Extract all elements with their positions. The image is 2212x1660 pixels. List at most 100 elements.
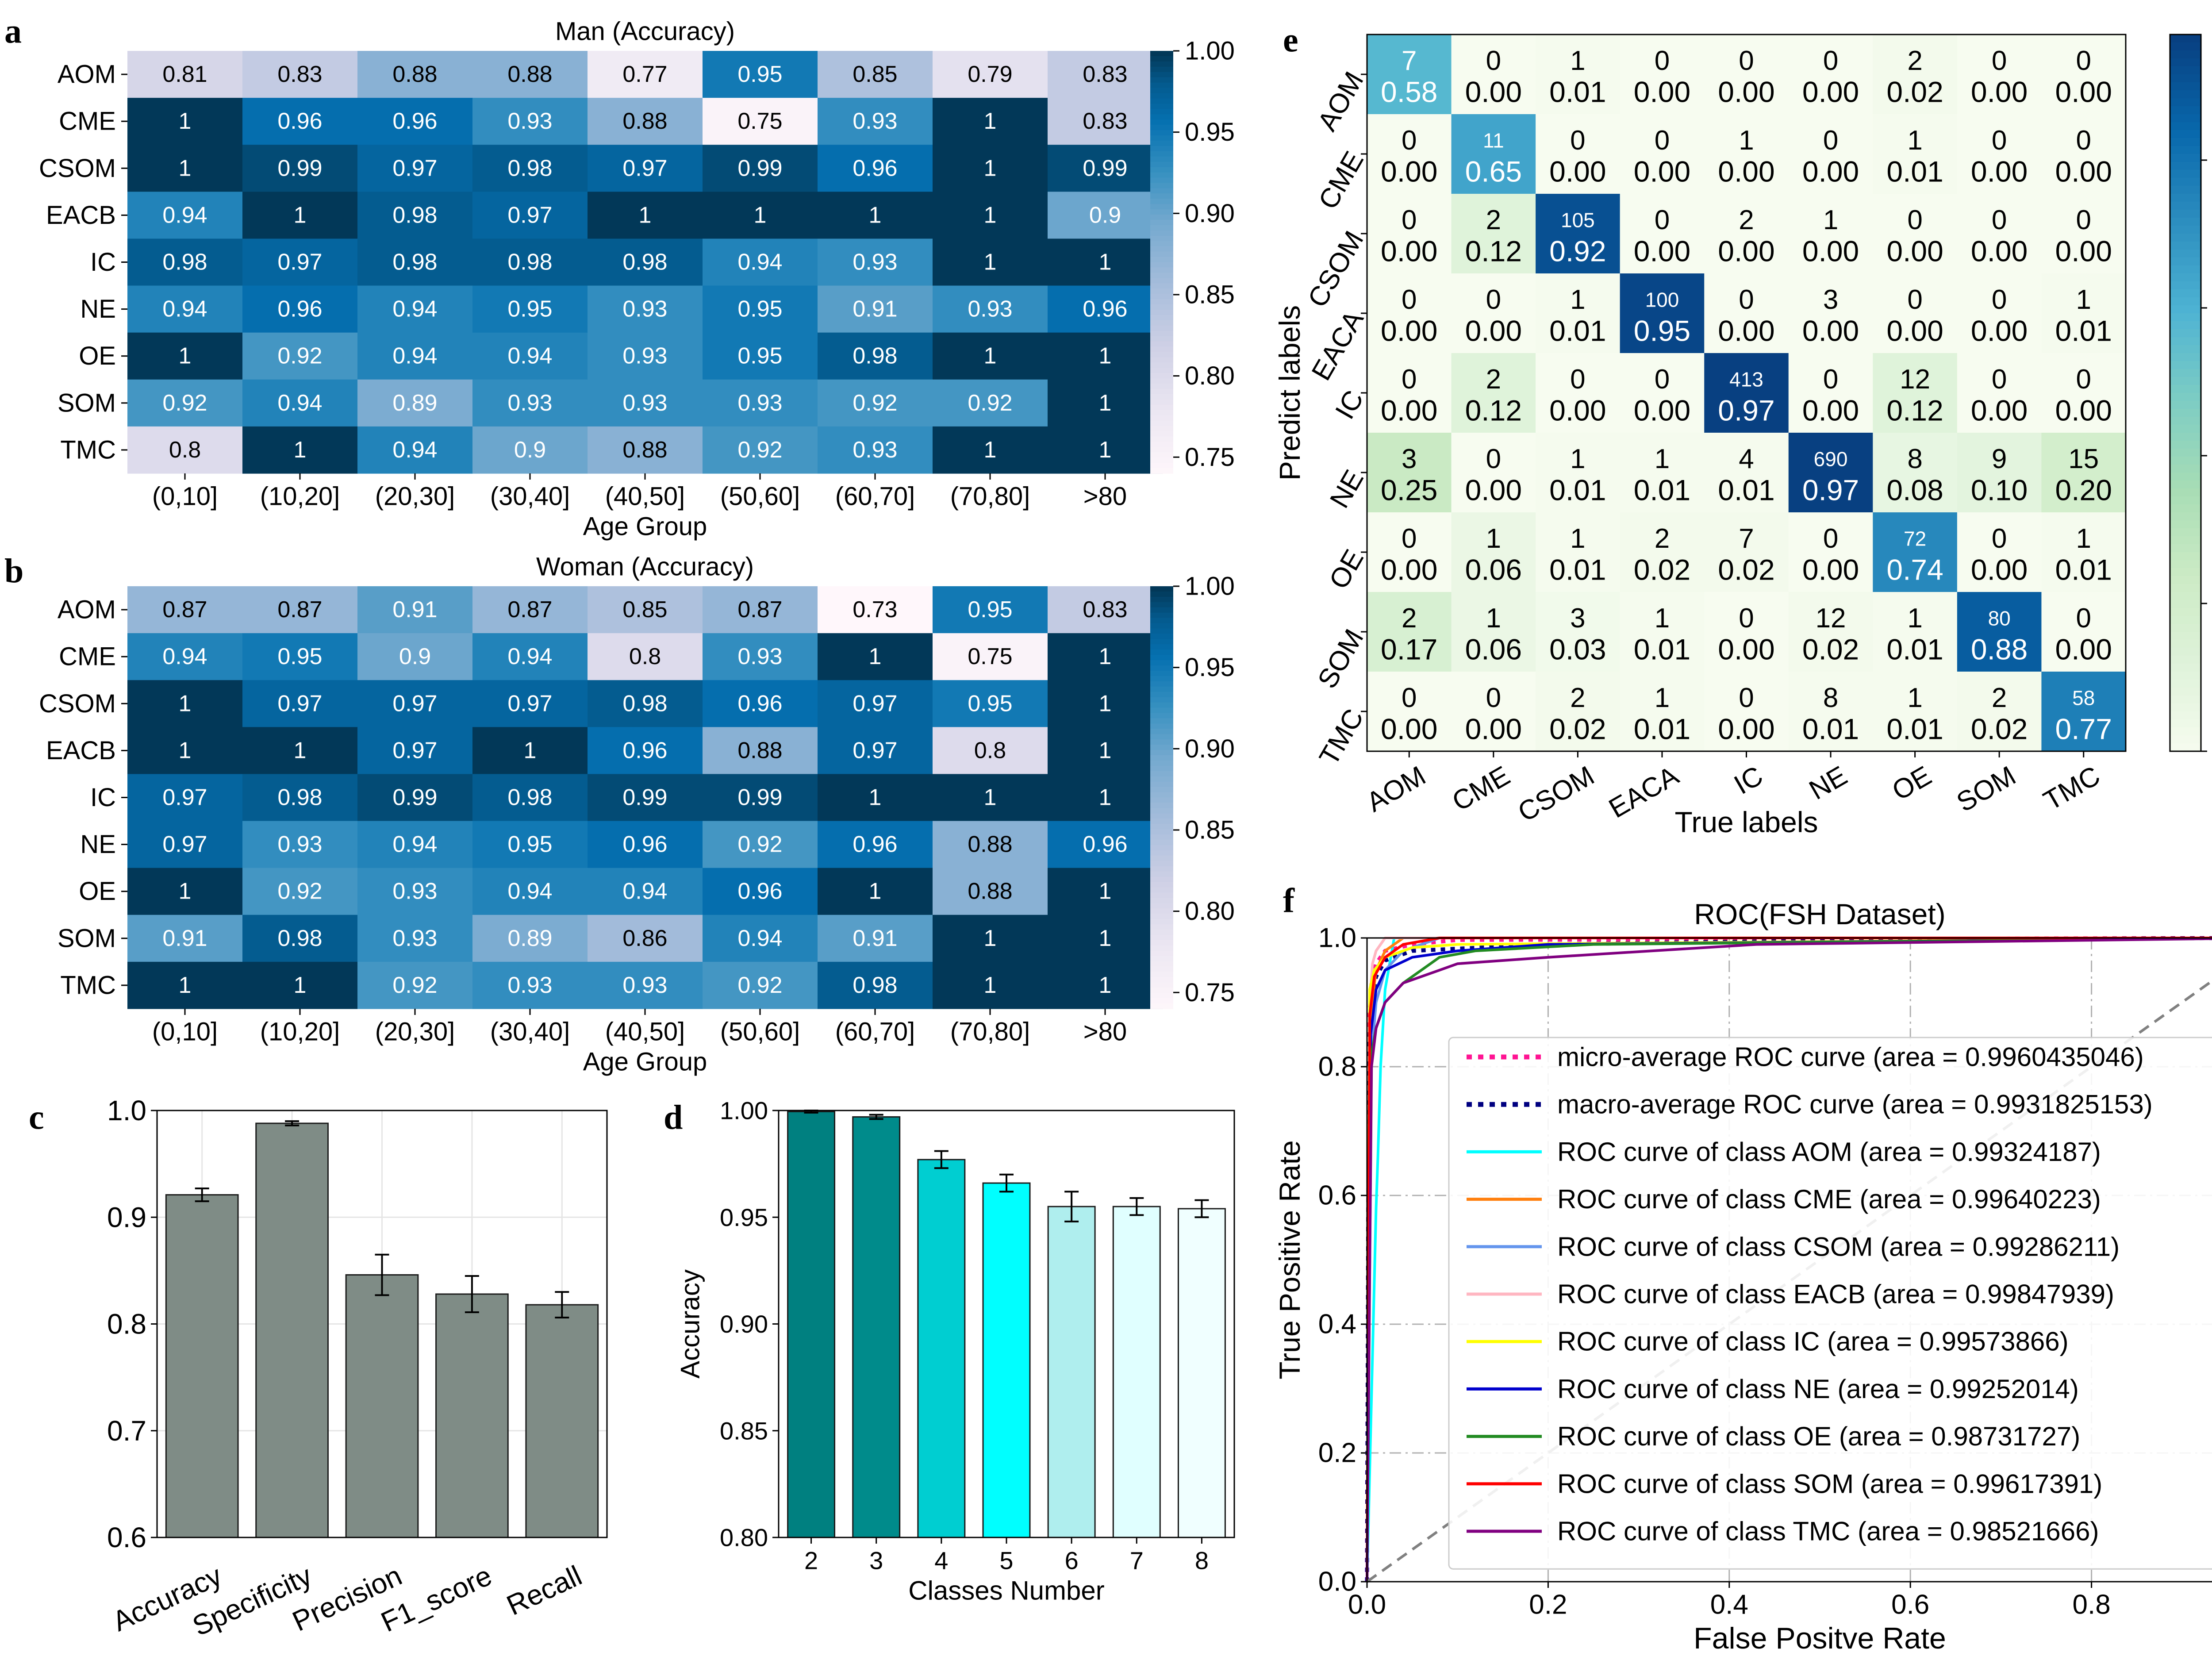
row-label: AOM	[1312, 67, 1370, 136]
row-label: CSOM	[39, 689, 116, 718]
cell-value: 0.12	[1886, 394, 1943, 427]
cell-count: 0	[2076, 603, 2091, 634]
matrix-cell	[1704, 114, 1789, 194]
column-label: (0,10]	[152, 482, 218, 511]
heatmap-cell	[127, 821, 243, 868]
heatmap-b: 0.87 0.87 0.91 0.87 0.85 0.87 0.73 0.95 0.830.94…	[39, 553, 1235, 1076]
cell-value: 1	[984, 926, 997, 951]
heatmap-cell	[1048, 98, 1163, 145]
colorbar-segment	[1150, 892, 1173, 899]
matrix-cell	[1536, 433, 1621, 513]
colorbar-segment	[2170, 281, 2201, 290]
colorbar-segment	[2170, 600, 2201, 608]
colorbar-segment	[1150, 898, 1173, 904]
colorbar-segment	[1150, 845, 1173, 851]
cell-count: 1	[1823, 205, 1838, 235]
cell-value: 0.02	[1802, 633, 1859, 666]
colorbar-segment	[1150, 834, 1173, 840]
cell-count: 0	[1402, 364, 1417, 395]
colorbar-segment	[1150, 850, 1173, 856]
matrix-cell	[1620, 273, 1705, 354]
heatmap-cell	[242, 98, 358, 145]
x-tick-label: 0.4	[1710, 1590, 1748, 1620]
colorbar-segment	[1150, 972, 1173, 978]
cell-value: 0.00	[1971, 394, 2028, 427]
bar	[982, 1182, 1031, 1538]
colorbar-segment	[1150, 924, 1173, 930]
colorbar-segment	[1150, 934, 1173, 941]
heatmap-cell	[818, 727, 933, 775]
cell-count: 0	[1570, 125, 1585, 156]
colorbar-segment	[2170, 154, 2201, 162]
cell-count: 15	[2068, 444, 2099, 474]
cell-value: 0.01	[1549, 553, 1606, 586]
cell-value: 1	[294, 202, 307, 228]
x-tick-label: 8	[1195, 1547, 1209, 1575]
cell-value: 0.93	[853, 437, 897, 463]
column-label: (30,40]	[490, 482, 570, 511]
column-label: (10,20]	[260, 482, 340, 511]
matrix-cell	[1536, 35, 1621, 115]
x-tick-label: 6	[1065, 1547, 1079, 1575]
heatmap-cell	[588, 426, 703, 474]
colorbar-segment	[1150, 66, 1173, 73]
colorbar-segment	[1150, 876, 1173, 883]
matrix-cell	[1451, 433, 1536, 513]
heatmap-cell	[242, 633, 358, 680]
cell-count: 2	[1739, 205, 1754, 235]
matrix-cell	[1620, 592, 1705, 672]
matrix-cell	[1873, 114, 1958, 194]
cell-value: 0.89	[392, 390, 437, 416]
cell-count: 0	[1402, 523, 1417, 554]
colorbar-segment	[1150, 903, 1173, 909]
colorbar-segment	[2170, 106, 2201, 115]
heatmap-cell	[472, 868, 588, 915]
heatmap-cell	[818, 426, 933, 474]
colorbar-segment	[2170, 552, 2201, 561]
cell-value: 0.93	[622, 972, 667, 998]
colorbar-segment	[2170, 401, 2201, 409]
heatmap-cell	[242, 379, 358, 427]
matrix-cell	[2041, 353, 2126, 433]
cell-value: 0.00	[1802, 76, 1859, 108]
cell-value: 0.9	[514, 437, 546, 463]
colorbar-segment	[1150, 961, 1173, 967]
heatmap-cell	[472, 774, 588, 822]
colorbar-segment	[1150, 776, 1173, 782]
colorbar-segment	[1150, 304, 1173, 310]
matrix-cell	[1536, 114, 1621, 194]
colorbar-tick-label: 0.75	[1185, 978, 1235, 1007]
colorbar-segment	[1150, 220, 1173, 226]
colorbar-segment	[2170, 313, 2201, 322]
cell-value: 0.95	[737, 343, 782, 369]
colorbar-segment	[1150, 988, 1173, 993]
cell-value: 0.00	[1465, 315, 1522, 347]
cell-value: 1	[639, 202, 652, 228]
cell-value: 0.00	[1886, 315, 1943, 347]
cell-count: 1	[1655, 603, 1670, 634]
matrix-cell	[1957, 592, 2042, 672]
cell-value: 0.00	[1381, 713, 1437, 745]
matrix-cell	[1788, 273, 1873, 354]
colorbar-segment	[2170, 393, 2201, 401]
matrix-cell	[1873, 194, 1958, 274]
colorbar-segment	[1150, 692, 1173, 698]
colorbar-segment	[1150, 357, 1173, 363]
x-tick-label: 0.0	[1348, 1590, 1386, 1620]
heatmap-cell	[127, 426, 243, 474]
colorbar-segment	[2170, 624, 2201, 632]
cell-value: 0.97	[392, 738, 437, 763]
cell-value: 0.01	[2055, 315, 2112, 347]
cell-count: 1	[1907, 683, 1922, 713]
colorbar-segment	[2170, 361, 2201, 369]
cell-value: 0.00	[1718, 713, 1774, 745]
matrix-cell	[1788, 114, 1873, 194]
heatmap-cell	[1048, 961, 1163, 1009]
heatmap-cell	[1048, 727, 1163, 775]
cell-value: 0.97	[277, 250, 322, 275]
colorbar-segment	[2170, 329, 2201, 338]
colorbar-segment	[1150, 257, 1173, 263]
colorbar-segment	[1150, 346, 1173, 353]
colorbar-segment	[1150, 188, 1173, 194]
colorbar-segment	[2170, 377, 2201, 385]
